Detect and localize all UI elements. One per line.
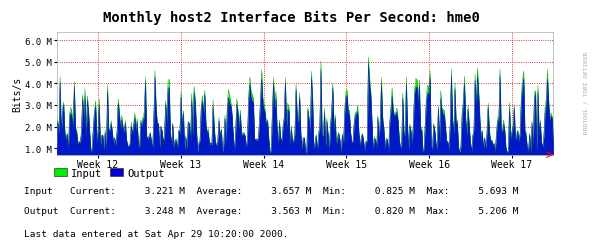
- Text: Monthly host2 Interface Bits Per Second: hme0: Monthly host2 Interface Bits Per Second:…: [103, 11, 480, 25]
- Text: RRDTOOL / TOBI OETIKER: RRDTOOL / TOBI OETIKER: [584, 52, 588, 134]
- Text: Output  Current:     3.248 M  Average:     3.563 M  Min:     0.820 M  Max:     5: Output Current: 3.248 M Average: 3.563 M…: [24, 206, 518, 215]
- Legend: Input, Output: Input, Output: [50, 164, 168, 182]
- Text: Last data entered at Sat Apr 29 10:20:00 2000.: Last data entered at Sat Apr 29 10:20:00…: [24, 229, 289, 238]
- Text: Input   Current:     3.221 M  Average:     3.657 M  Min:     0.825 M  Max:     5: Input Current: 3.221 M Average: 3.657 M …: [24, 186, 518, 195]
- Y-axis label: Bits/s: Bits/s: [12, 76, 23, 111]
